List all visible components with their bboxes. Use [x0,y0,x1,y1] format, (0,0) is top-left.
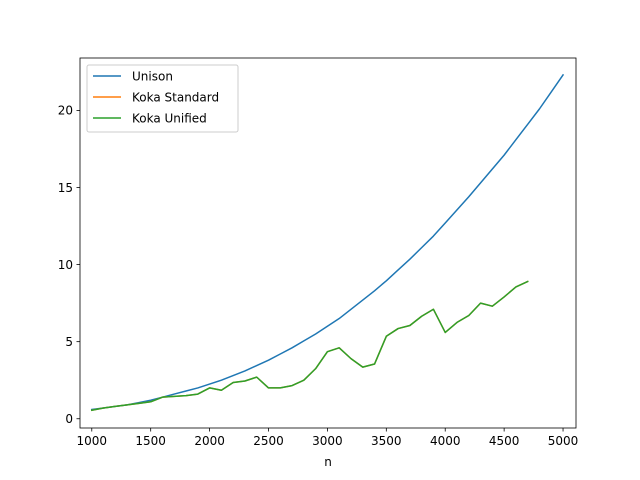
y-tick-label: 5 [65,335,73,349]
x-tick-label: 4500 [489,434,520,448]
legend-frame [86,64,239,133]
axes-frame [79,57,577,429]
x-tick-label: 2000 [194,434,225,448]
y-tick-label: 10 [58,258,73,272]
series-layer [90,73,565,412]
series-line-unison [90,73,565,411]
legend-label: Koka Unified [132,111,207,125]
x-tick-label: 3500 [371,434,402,448]
x-tick-label: 1500 [135,434,166,448]
x-tick-label: 5000 [548,434,579,448]
x-axis-label: n [324,455,332,469]
x-axis-ticks: 1000 1500 2000 2500 3000 3500 4000 4500 5000 [77,428,579,448]
y-tick-label: 0 [65,412,73,426]
legend-label: Unison [132,69,173,83]
y-axis-ticks: 0 5 10 15 20 [58,104,80,426]
legend-label: Koka Standard [132,90,219,104]
x-tick-label: 2500 [253,434,284,448]
x-tick-label: 3000 [312,434,343,448]
legend: Unison Koka Standard Koka Unified [86,64,239,133]
y-tick-label: 20 [58,104,73,118]
series-line-koka-unified [90,280,529,412]
x-tick-label: 4000 [430,434,461,448]
x-tick-label: 1000 [77,434,108,448]
y-tick-label: 15 [58,181,73,195]
